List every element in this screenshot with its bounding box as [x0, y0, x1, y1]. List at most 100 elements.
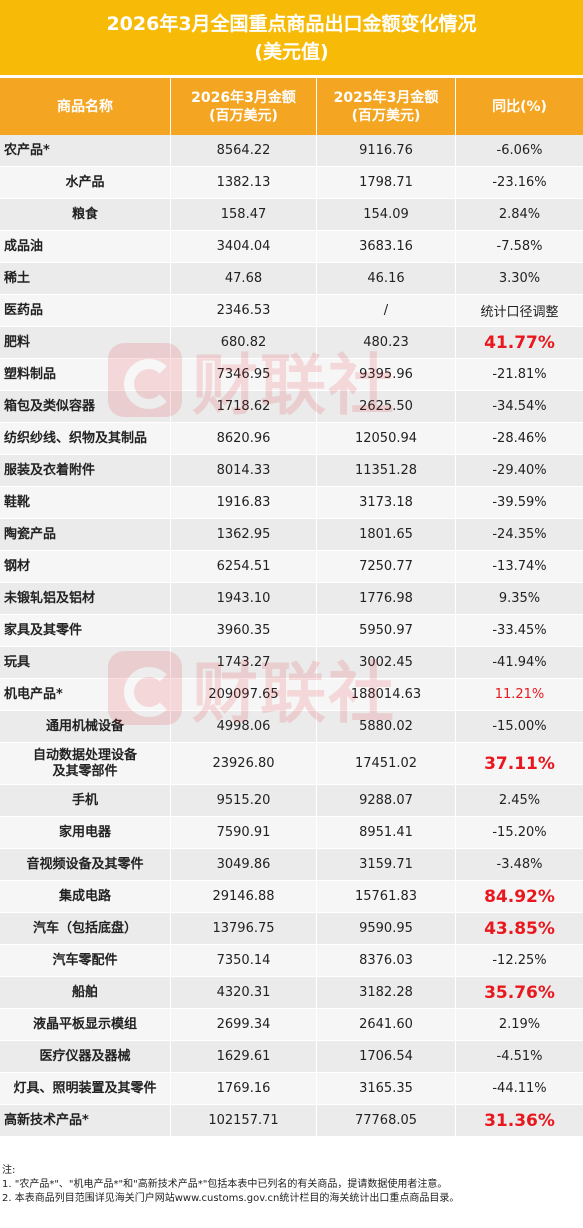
table-row: 机电产品* 209097.65 188014.63 11.21% [0, 679, 583, 711]
product-name: 通用机械设备 [45, 718, 124, 734]
yoy-change: -6.06% [496, 143, 543, 158]
yoy-change: -15.20% [492, 825, 547, 840]
header-name: 商品名称 [0, 78, 171, 135]
data-table: 农产品* 8564.22 9116.76 -6.06% 水产品 1382.13 1798.7… [0, 135, 583, 1137]
table-row: 未锻轧铝及铝材 1943.10 1776.98 9.35% [0, 583, 583, 615]
product-name: 陶瓷产品 [4, 526, 57, 542]
product-name-cell: 箱包及类似容器 [0, 391, 171, 422]
yoy-change: -29.40% [492, 463, 547, 478]
product-name: 肥料 [4, 334, 31, 350]
product-name: 家用电器 [58, 824, 111, 840]
previous-amount: 1776.98 [317, 583, 456, 614]
previous-amount: 2641.60 [317, 1009, 456, 1040]
product-name-cell: 陶瓷产品 [0, 519, 171, 550]
previous-amount: 77768.05 [317, 1105, 456, 1136]
product-name: 稀土 [4, 270, 31, 286]
previous-amount: 1801.65 [317, 519, 456, 550]
current-amount: 102157.71 [171, 1105, 317, 1136]
product-name-cell: 粮食 [0, 199, 171, 230]
current-amount: 29146.88 [171, 881, 317, 912]
product-name: 成品油 [4, 238, 44, 254]
table-row: 箱包及类似容器 1718.62 2625.50 -34.54% [0, 391, 583, 423]
previous-amount: 3173.18 [317, 487, 456, 518]
table-row: 粮食 158.47 154.09 2.84% [0, 199, 583, 231]
product-name: 汽车（包括底盘） [32, 920, 137, 936]
current-amount: 7590.91 [171, 817, 317, 848]
product-name-cell: 机电产品* [0, 679, 171, 710]
product-name-cell: 自动数据处理设备 及其零部件 [0, 743, 171, 784]
yoy-change: -4.51% [496, 1049, 543, 1064]
current-amount: 8620.96 [171, 423, 317, 454]
table-row: 音视频设备及其零件 3049.86 3159.71 -3.48% [0, 849, 583, 881]
product-name: 水产品 [65, 174, 105, 190]
product-name: 机电产品* [4, 686, 63, 702]
product-name: 纺织纱线、织物及其制品 [4, 430, 148, 446]
product-name: 液晶平板显示模组 [32, 1016, 137, 1032]
product-name-cell: 塑料制品 [0, 359, 171, 390]
product-name-cell: 手机 [0, 785, 171, 816]
table-row: 手机 9515.20 9288.07 2.45% [0, 785, 583, 817]
product-name-cell: 鞋靴 [0, 487, 171, 518]
product-name: 箱包及类似容器 [4, 398, 96, 414]
title-line-1: 2026年3月全国重点商品出口金额变化情况 [106, 12, 477, 35]
product-name-cell: 汽车零配件 [0, 945, 171, 976]
footnotes: 注: 1. "农产品*"、"机电产品*"和"高新技术产品*"包括本表中已列名的有… [0, 1140, 583, 1228]
previous-amount: 9288.07 [317, 785, 456, 816]
previous-amount: 7250.77 [317, 551, 456, 582]
product-name: 粮食 [71, 206, 98, 222]
notes-label: 注: [2, 1165, 16, 1176]
product-name-cell: 通用机械设备 [0, 711, 171, 742]
current-amount: 4998.06 [171, 711, 317, 742]
yoy-change: -24.35% [492, 527, 547, 542]
yoy-change: 3.30% [498, 271, 541, 286]
current-amount: 2346.53 [171, 295, 317, 326]
yoy-change: -39.59% [492, 495, 547, 510]
product-name-cell: 液晶平板显示模组 [0, 1009, 171, 1040]
table-header: 商品名称 2026年3月金额 (百万美元) 2025年3月金额 (百万美元) 同比(… [0, 77, 583, 135]
table-row: 陶瓷产品 1362.95 1801.65 -24.35% [0, 519, 583, 551]
product-name: 集成电路 [58, 888, 111, 904]
yoy-change: 2.45% [498, 793, 541, 808]
product-name-cell: 灯具、照明装置及其零件 [0, 1073, 171, 1104]
previous-amount: 8951.41 [317, 817, 456, 848]
table-row: 钢材 6254.51 7250.77 -13.74% [0, 551, 583, 583]
previous-amount: 9116.76 [317, 135, 456, 166]
previous-amount: 9590.95 [317, 913, 456, 944]
header-previous: 2025年3月金额 (百万美元) [317, 78, 456, 135]
current-amount: 1362.95 [171, 519, 317, 550]
yoy-change: 41.77% [484, 332, 555, 353]
current-amount: 158.47 [171, 199, 317, 230]
table-row: 成品油 3404.04 3683.16 -7.58% [0, 231, 583, 263]
previous-amount: / [317, 295, 456, 326]
yoy-change: -3.48% [496, 857, 543, 872]
product-name: 灯具、照明装置及其零件 [13, 1080, 157, 1096]
current-amount: 1943.10 [171, 583, 317, 614]
previous-amount: 15761.83 [317, 881, 456, 912]
current-amount: 1916.83 [171, 487, 317, 518]
note-2: 2. 本表商品列目范围详见海关门户网站www.customs.gov.cn统计栏… [2, 1193, 460, 1204]
current-amount: 3049.86 [171, 849, 317, 880]
product-name-line-2: 及其零部件 [52, 763, 118, 779]
product-name-cell: 音视频设备及其零件 [0, 849, 171, 880]
current-amount: 8564.22 [171, 135, 317, 166]
table-row: 高新技术产品* 102157.71 77768.05 31.36% [0, 1105, 583, 1137]
current-amount: 1718.62 [171, 391, 317, 422]
table-row: 家具及其零件 3960.35 5950.97 -33.45% [0, 615, 583, 647]
product-name: 自动数据处理设备 及其零部件 [33, 748, 137, 780]
yoy-change: 2.19% [498, 1017, 541, 1032]
product-name: 汽车零配件 [52, 952, 118, 968]
product-name: 手机 [71, 792, 98, 808]
table-row: 水产品 1382.13 1798.71 -23.16% [0, 167, 583, 199]
product-name: 玩具 [4, 654, 31, 670]
current-amount: 8014.33 [171, 455, 317, 486]
previous-amount: 188014.63 [317, 679, 456, 710]
product-name: 医疗仪器及器械 [39, 1048, 131, 1064]
product-name-cell: 船舶 [0, 977, 171, 1008]
table-row: 汽车（包括底盘） 13796.75 9590.95 43.85% [0, 913, 583, 945]
current-amount: 1382.13 [171, 167, 317, 198]
product-name-cell: 肥料 [0, 327, 171, 358]
yoy-change: 9.35% [498, 591, 541, 606]
previous-amount: 5950.97 [317, 615, 456, 646]
product-name: 音视频设备及其零件 [26, 856, 144, 872]
product-name-cell: 玩具 [0, 647, 171, 678]
